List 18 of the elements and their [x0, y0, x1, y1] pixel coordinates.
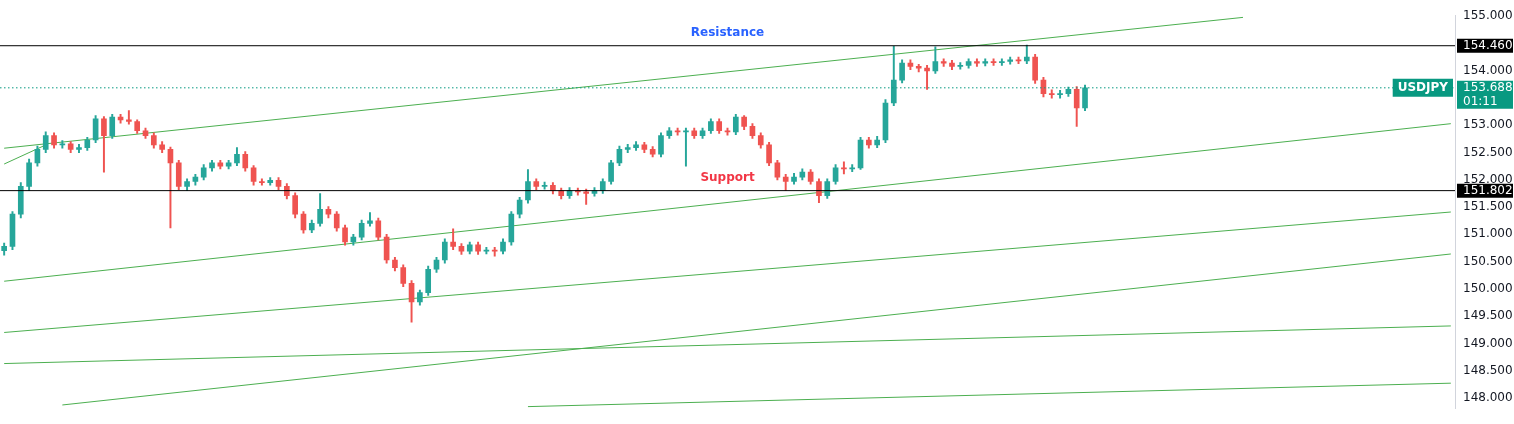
y-tick-label: 151.500	[1463, 199, 1513, 214]
y-tick-label: 153.000	[1463, 117, 1513, 132]
ref-line-label: USDJPY	[1397, 79, 1449, 94]
y-tick-label: 152.500	[1463, 144, 1513, 159]
y-tick-label: 154.000	[1463, 62, 1513, 77]
ref-line-label: Resistance	[690, 24, 765, 39]
y-tick-label: 148.000	[1463, 390, 1513, 405]
y-tick-label: 148.500	[1463, 362, 1513, 377]
y-tick-label: 149.500	[1463, 308, 1513, 323]
y-tick-label: 150.500	[1463, 253, 1513, 268]
y-tick-label: 151.000	[1463, 226, 1513, 241]
ref-line-label: Support	[700, 169, 755, 184]
text: 01:11	[1463, 93, 1498, 108]
y-tick-label: 155.000	[1463, 8, 1513, 23]
y-tick-label: 149.000	[1463, 335, 1513, 350]
y-tick-label: 154.460	[1463, 37, 1513, 52]
y-tick-label: 150.000	[1463, 280, 1513, 295]
y-tick-label: 153.688	[1463, 79, 1513, 94]
